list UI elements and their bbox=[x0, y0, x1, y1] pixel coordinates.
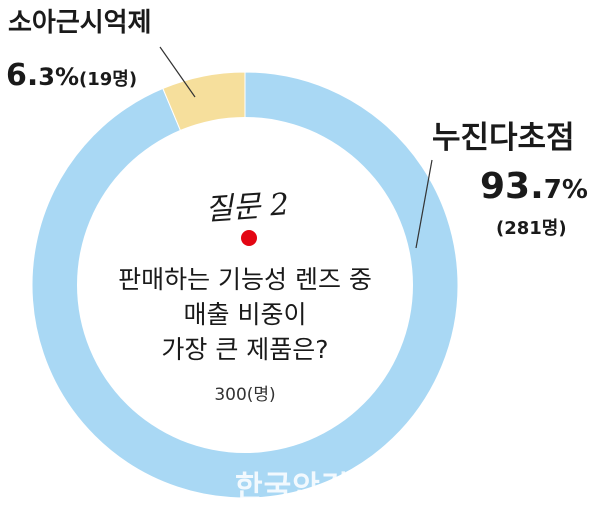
percent-unit: % bbox=[54, 63, 80, 91]
question-line: 가장 큰 제품은? bbox=[161, 335, 329, 364]
watermark: 한국안경신문 bbox=[235, 470, 407, 505]
percent-decimal: 7 bbox=[543, 175, 562, 205]
slice-label-small: 소아근시억제 bbox=[8, 8, 152, 38]
respondent-total: 300(명) bbox=[214, 385, 276, 405]
slice-count-small: (19명) bbox=[79, 69, 138, 90]
donut-hole bbox=[77, 117, 413, 453]
percent-decimal: 3 bbox=[38, 63, 55, 91]
slice-percent-small: 6.3%(19명) bbox=[6, 58, 137, 93]
percent-value: 6. bbox=[6, 58, 39, 93]
slice-count-big: (281명) bbox=[496, 218, 567, 239]
question-line: 매출 비중이 bbox=[183, 300, 307, 329]
red-dot-marker bbox=[241, 230, 257, 246]
leader-line-big bbox=[415, 159, 433, 249]
percent-unit: % bbox=[561, 175, 588, 205]
question-text: 판매하는 기능성 렌즈 중 매출 비중이 가장 큰 제품은? bbox=[110, 262, 380, 367]
percent-value: 93. bbox=[480, 166, 544, 207]
question-line: 판매하는 기능성 렌즈 중 bbox=[118, 265, 372, 294]
question-title: 질문 2 bbox=[204, 187, 291, 228]
leader-line-small bbox=[159, 46, 196, 98]
slice-label-big: 누진다초점 bbox=[432, 120, 575, 156]
slice-percent-big: 93.7% bbox=[480, 166, 588, 207]
